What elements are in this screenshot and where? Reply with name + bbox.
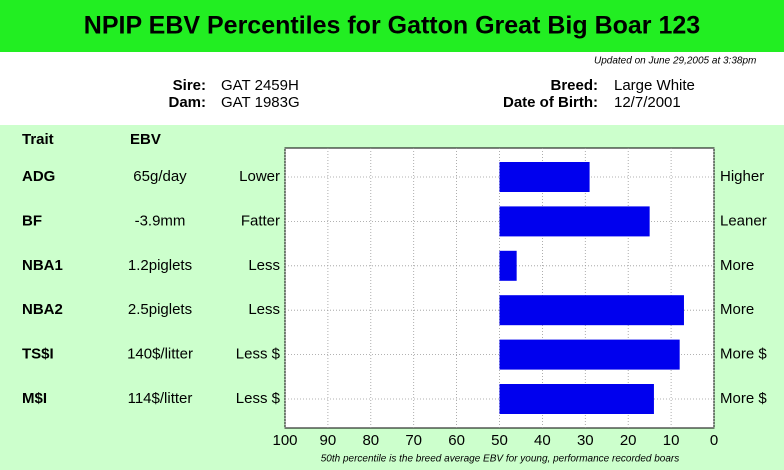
chart-title: NPIP EBV Percentiles for Gatton Great Bi…	[84, 12, 700, 40]
x-tick-label: 50	[491, 432, 508, 449]
low-label: Less	[248, 257, 280, 274]
trait-label: TS$I	[22, 346, 54, 363]
ebv-label: 140$/litter	[127, 346, 193, 363]
low-label: Less $	[236, 346, 281, 363]
dob-label: Date of Birth:	[503, 94, 598, 111]
bar	[499, 206, 650, 237]
x-tick-label: 70	[405, 432, 422, 449]
trait-label: NBA2	[22, 301, 63, 318]
low-label: Less $	[236, 390, 281, 407]
ebv-label: 65g/day	[133, 168, 187, 185]
high-label: More $	[720, 390, 767, 407]
trait-label: ADG	[22, 168, 55, 185]
updated-note: Updated on June 29,2005 at 3:38pm	[594, 56, 756, 67]
bar	[499, 339, 680, 370]
x-tick-label: 0	[710, 432, 718, 449]
trait-label: BF	[22, 212, 42, 229]
ebv-label: 1.2piglets	[128, 257, 192, 274]
high-label: More	[720, 257, 754, 274]
high-label: Leaner	[720, 212, 767, 229]
dam-label: Dam:	[168, 94, 206, 111]
x-tick-label: 10	[663, 432, 680, 449]
sire: GAT 2459H	[221, 77, 299, 94]
ebv-label: 2.5piglets	[128, 301, 192, 318]
column-header: EBV	[130, 131, 161, 148]
high-label: More	[720, 301, 754, 318]
x-tick-label: 60	[448, 432, 465, 449]
bar	[499, 295, 684, 326]
dam: GAT 1983G	[221, 94, 300, 111]
low-label: Lower	[239, 168, 280, 185]
breed-label: Breed:	[550, 77, 598, 94]
ebv-label: -3.9mm	[135, 212, 186, 229]
breed: Large White	[614, 77, 695, 94]
low-label: Fatter	[241, 212, 280, 229]
bar	[499, 384, 654, 414]
bar	[499, 250, 517, 281]
dob: 12/7/2001	[614, 94, 681, 111]
sire-label: Sire:	[173, 77, 206, 94]
x-tick-label: 20	[620, 432, 637, 449]
x-tick-label: 80	[362, 432, 379, 449]
title-bar	[0, 0, 784, 52]
column-header: Trait	[22, 131, 54, 148]
x-tick-label: 30	[577, 432, 594, 449]
high-label: More $	[720, 346, 767, 363]
bar	[499, 162, 590, 192]
trait-label: NBA1	[22, 257, 63, 274]
ebv-label: 114$/litter	[128, 390, 193, 407]
plot-area	[284, 147, 715, 429]
low-label: Less	[248, 301, 280, 318]
high-label: Higher	[720, 168, 764, 185]
x-tick-label: 40	[534, 432, 551, 449]
x-tick-label: 100	[272, 432, 297, 449]
trait-label: M$I	[22, 390, 47, 407]
footnote: 50th percentile is the breed average EBV…	[321, 454, 680, 465]
x-tick-label: 90	[320, 432, 337, 449]
